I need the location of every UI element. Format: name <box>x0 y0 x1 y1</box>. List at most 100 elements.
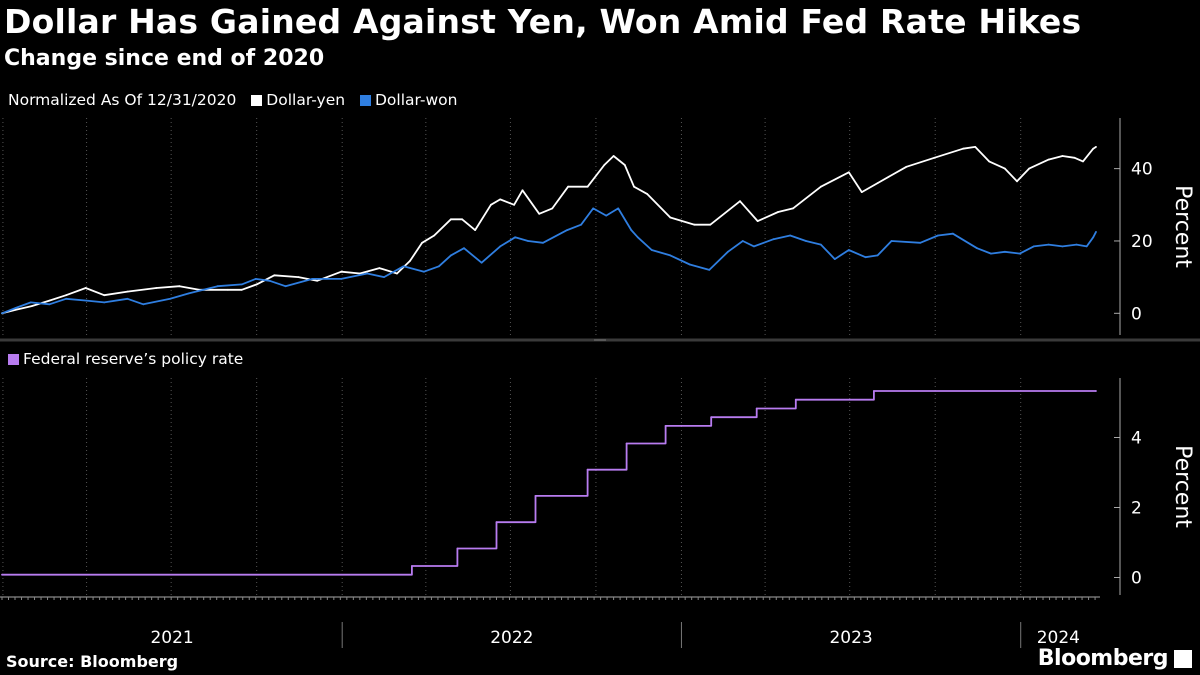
data-point-dollar-won <box>976 247 978 250</box>
data-point-dollar-yen <box>1016 180 1018 183</box>
data-point-dollar-won <box>1018 252 1021 255</box>
data-point-dollar-won <box>126 297 129 300</box>
data-point-dollar-won <box>311 278 314 280</box>
data-point-dollar-won <box>919 241 922 244</box>
data-point-dollar-yen <box>693 223 696 226</box>
data-point-dollar-won <box>952 232 954 235</box>
legend-item-policy-rate: Federal reserve’s policy rate <box>8 350 243 368</box>
data-point-dollar-yen <box>820 185 822 188</box>
data-point-dollar-yen <box>178 285 181 288</box>
data-point-dollar-yen <box>567 185 569 188</box>
data-point-dollar-yen <box>612 155 615 157</box>
series-line-dollar-yen <box>1 146 1097 315</box>
brand-logo: Bloomberg <box>1037 646 1169 671</box>
data-point-federal-reserve-s-policy-rate <box>534 495 537 497</box>
legend-swatch-rate <box>8 354 19 365</box>
data-point-dollar-yen <box>1095 146 1097 148</box>
data-point-dollar-yen <box>974 146 977 148</box>
data-point-federal-reserve-s-policy-rate <box>710 416 713 419</box>
data-point-dollar-yen <box>962 147 964 150</box>
data-point-federal-reserve-s-policy-rate <box>495 521 498 524</box>
data-point-dollar-won <box>1004 250 1006 253</box>
data-point-dollar-won <box>1 312 3 315</box>
data-point-dollar-yen <box>409 260 411 262</box>
data-point-dollar-yen <box>1004 167 1006 170</box>
data-point-dollar-won <box>890 240 893 242</box>
data-point-federal-reserve-s-policy-rate <box>586 468 589 471</box>
legend-label-won: Dollar-won <box>375 91 458 109</box>
data-point-dollar-won <box>708 269 711 271</box>
data-point-dollar-won <box>1047 243 1050 246</box>
data-point-dollar-yen <box>240 288 243 291</box>
data-point-dollar-yen <box>1073 156 1076 159</box>
data-point-dollar-won <box>727 250 729 253</box>
data-point-dollar-yen <box>847 171 850 174</box>
data-point-dollar-yen <box>538 212 541 215</box>
data-point-dollar-won <box>29 301 32 304</box>
data-point-dollar-won <box>402 265 405 268</box>
legend-swatch-yen <box>251 95 263 106</box>
data-point-dollar-yen <box>297 276 300 278</box>
data-point-dollar-yen <box>359 272 361 275</box>
data-point-dollar-yen <box>255 283 258 286</box>
data-point-dollar-yen <box>227 288 229 291</box>
bottom-y-tick-label: 0 <box>1131 569 1142 589</box>
data-point-dollar-yen <box>450 218 452 221</box>
top-y-tick-label: 40 <box>1131 160 1153 180</box>
data-point-dollar-won <box>580 223 582 226</box>
bottom-y-axis-label: Percent <box>1170 445 1195 528</box>
data-point-dollar-won <box>450 254 452 257</box>
data-point-dollar-yen <box>551 207 554 210</box>
data-point-dollar-yen <box>316 279 318 282</box>
legend-label-rate: Federal reserve’s policy rate <box>23 350 244 368</box>
x-tick-label-2022: 2022 <box>490 628 533 648</box>
data-point-dollar-yen <box>273 274 276 277</box>
data-point-dollar-yen <box>633 185 635 188</box>
data-point-dollar-won <box>669 254 672 257</box>
data-point-dollar-won <box>187 292 190 295</box>
legend-normalized-note: Normalized As Of 12/31/2020 <box>8 91 237 109</box>
data-point-dollar-yen <box>669 216 672 219</box>
data-point-dollar-won <box>864 256 867 259</box>
bottom-y-tick-label: 4 <box>1131 429 1142 449</box>
data-point-dollar-yen <box>461 218 463 221</box>
data-point-dollar-yen <box>155 287 158 289</box>
chart-subtitle: Change since end of 2020 <box>4 46 325 71</box>
data-point-dollar-won <box>937 234 939 237</box>
data-point-dollar-won <box>630 229 633 232</box>
data-point-dollar-yen <box>739 200 741 203</box>
legend-bottom: Federal reserve’s policy rate <box>8 350 253 368</box>
data-point-dollar-yen <box>48 299 51 302</box>
data-point-dollar-won <box>741 240 744 242</box>
data-point-dollar-yen <box>988 160 990 163</box>
data-point-dollar-yen <box>623 164 626 166</box>
data-point-dollar-won <box>820 243 822 246</box>
bottom-y-tick-label: 2 <box>1131 499 1142 519</box>
legend-top: Normalized As Of 12/31/2020 Dollar-yen D… <box>8 91 468 109</box>
data-point-dollar-won <box>1095 231 1097 233</box>
data-point-federal-reserve-s-policy-rate <box>1 573 3 576</box>
data-point-dollar-won <box>480 261 483 264</box>
data-point-dollar-won <box>789 234 792 237</box>
data-point-dollar-yen <box>474 229 476 232</box>
data-point-dollar-won <box>566 229 568 232</box>
data-point-dollar-won <box>142 303 145 306</box>
legend-swatch-won <box>360 95 371 106</box>
data-point-dollar-yen <box>933 156 936 159</box>
data-point-dollar-won <box>833 258 836 260</box>
data-point-dollar-won <box>423 270 425 273</box>
data-point-federal-reserve-s-policy-rate <box>1095 390 1097 392</box>
data-point-dollar-won <box>753 245 755 248</box>
data-point-dollar-won <box>254 278 257 280</box>
data-point-dollar-won <box>847 249 850 251</box>
data-point-dollar-yen <box>905 165 908 168</box>
data-point-dollar-won <box>366 272 369 275</box>
data-point-dollar-yen <box>84 287 87 289</box>
data-point-dollar-yen <box>860 191 863 194</box>
data-point-dollar-won <box>990 252 992 255</box>
data-point-dollar-won <box>805 240 807 242</box>
data-point-dollar-yen <box>1092 147 1095 150</box>
series-line-dollar-won <box>1 207 1097 315</box>
data-point-federal-reserve-s-policy-rate <box>664 425 667 427</box>
